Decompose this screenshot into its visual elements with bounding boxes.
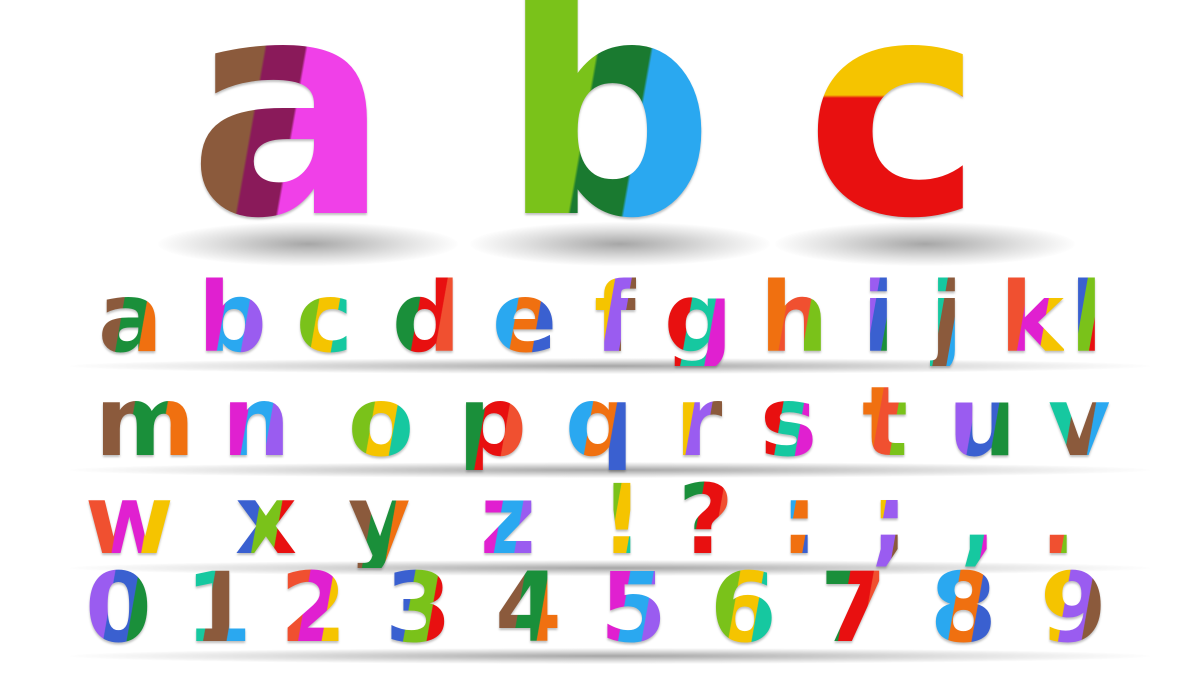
glyph-p: p bbox=[458, 366, 527, 478]
glyph-v: v bbox=[1048, 366, 1111, 478]
big-letter-shadow bbox=[470, 222, 770, 266]
big-letter-a: a bbox=[188, 0, 390, 260]
glyph-punct-8: , bbox=[960, 464, 997, 576]
big-letter-c: c bbox=[805, 0, 983, 260]
glyph-punct-9: . bbox=[1040, 464, 1077, 576]
glyph-4: 4 bbox=[495, 552, 562, 664]
glyph-9: 9 bbox=[1040, 552, 1107, 664]
glyph-punct-7: ; bbox=[870, 464, 909, 576]
glyph-k: k bbox=[1000, 262, 1064, 374]
glyph-i: i bbox=[862, 262, 895, 374]
glyph-punct-5: ? bbox=[678, 464, 734, 576]
glyph-f: f bbox=[594, 262, 636, 374]
glyph-e: e bbox=[492, 262, 558, 374]
big-letter-shadow bbox=[158, 222, 458, 266]
glyph-punct-6: : bbox=[780, 464, 819, 576]
glyph-t: t bbox=[862, 366, 908, 478]
glyph-u: u bbox=[948, 366, 1017, 478]
glyph-6: 6 bbox=[710, 552, 777, 664]
glyph-8: 8 bbox=[930, 552, 997, 664]
glyph-a: a bbox=[98, 262, 163, 374]
row-shadow bbox=[70, 560, 1150, 576]
glyph-l: l bbox=[1070, 262, 1103, 374]
glyph-3: 3 bbox=[385, 552, 452, 664]
glyph-n: n bbox=[222, 366, 291, 478]
glyph-d: d bbox=[392, 262, 461, 374]
row-shadow bbox=[70, 462, 1150, 478]
glyph-w: w bbox=[85, 464, 174, 576]
glyph-2: 2 bbox=[280, 552, 347, 664]
glyph-o: o bbox=[348, 366, 414, 478]
glyph-m: m bbox=[95, 366, 196, 478]
glyph-c: c bbox=[296, 262, 353, 374]
glyph-7: 7 bbox=[820, 552, 887, 664]
glyph-y: y bbox=[348, 464, 411, 576]
big-letter-shadow bbox=[775, 222, 1075, 266]
glyph-1: 1 bbox=[185, 552, 252, 664]
glyph-0: 0 bbox=[85, 552, 152, 664]
glyph-r: r bbox=[675, 366, 723, 478]
glyph-s: s bbox=[760, 366, 818, 478]
glyph-5: 5 bbox=[600, 552, 667, 664]
glyph-q: q bbox=[565, 366, 634, 478]
glyph-punct-4: ! bbox=[600, 464, 644, 576]
glyph-h: h bbox=[760, 262, 829, 374]
glyph-z: z bbox=[480, 464, 536, 576]
row-shadow bbox=[70, 648, 1150, 664]
row-shadow bbox=[70, 358, 1150, 374]
glyph-j: j bbox=[930, 262, 963, 374]
big-letter-b: b bbox=[500, 0, 715, 260]
glyph-x: x bbox=[235, 464, 297, 576]
glyph-g: g bbox=[664, 262, 733, 374]
glyph-b: b bbox=[198, 262, 267, 374]
